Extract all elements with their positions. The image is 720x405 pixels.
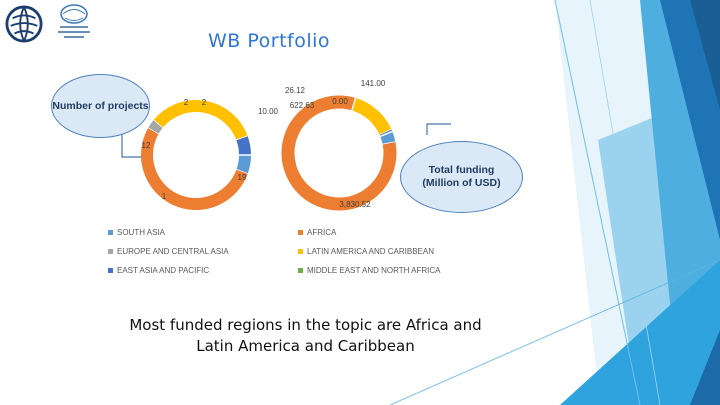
funding-slice-separator	[351, 96, 358, 112]
legend-swatch	[108, 230, 113, 235]
legend-swatch	[298, 268, 303, 273]
legend-item-middle-east-north-africa: MIDDLE EAST AND NORTH AFRICA	[298, 266, 441, 275]
world-bank-logo	[5, 5, 43, 43]
funding-data-label: 141.00	[361, 79, 386, 88]
legend-item-africa: AFRICA	[298, 228, 336, 237]
deco-navy-panel	[690, 0, 720, 110]
funding-slice-africa	[281, 95, 397, 211]
legend-item-europe-central-asia: EUROPE AND CENTRAL ASIA	[108, 247, 229, 256]
funding-callout: Total funding (Million of USD)	[400, 141, 523, 213]
caption-line-2: Latin America and Caribbean	[196, 337, 415, 355]
legend-swatch	[298, 249, 303, 254]
projects-callout-text: Number of projects	[52, 99, 149, 112]
funding-data-label: 26.12	[285, 86, 306, 95]
funding-callout-connector	[426, 123, 451, 135]
legend-label: SOUTH ASIA	[117, 228, 166, 237]
projects-data-label: 1	[162, 192, 167, 201]
legend-swatch	[108, 268, 113, 273]
projects-slice-europe-and-central-asia	[148, 119, 164, 134]
projects-slice-africa	[141, 127, 248, 210]
legend-item-latin-america-caribbean: LATIN AMERICA AND CARIBBEAN	[298, 247, 434, 256]
deco-line-3	[389, 259, 720, 405]
deco-dark-blue-panel	[660, 0, 720, 240]
funding-slice-south-asia	[380, 131, 396, 145]
legend-label: LATIN AMERICA AND CARIBBEAN	[307, 247, 434, 256]
funding-slice-separator	[379, 130, 394, 138]
partner-logo	[58, 4, 90, 38]
funding-data-label: 0.00	[332, 97, 348, 106]
deco-line-1	[554, 0, 641, 405]
projects-slice-south-asia	[236, 154, 251, 174]
projects-callout: Number of projects	[51, 74, 150, 138]
legend-label: EUROPE AND CENTRAL ASIA	[117, 247, 229, 256]
legend-swatch	[298, 230, 303, 235]
projects-slice-latin-america-and-caribbean	[153, 100, 248, 141]
funding-data-label: 10.00	[258, 107, 279, 116]
legend-swatch	[108, 249, 113, 254]
funding-slice-latin-america-and-caribbean	[352, 98, 392, 136]
projects-slice-separator	[147, 126, 161, 135]
caption-line-1: Most funded regions in the topic are Afr…	[129, 316, 482, 334]
projects-slice-east-asia-and-pacific	[236, 136, 251, 156]
legend-label: MIDDLE EAST AND NORTH AFRICA	[307, 266, 441, 275]
slide-caption: Most funded regions in the topic are Afr…	[88, 315, 523, 357]
legend-item-east-asia-pacific: EAST ASIA AND PACIFIC	[108, 266, 209, 275]
projects-data-label: 19	[238, 173, 247, 182]
funding-callout-text: Total funding (Million of USD)	[422, 164, 501, 189]
slide-title: WB Portfolio	[208, 30, 331, 52]
funding-data-label: 622.63	[290, 101, 315, 110]
legend-item-south-asia: SOUTH ASIA	[108, 228, 165, 237]
projects-data-label: 2	[202, 98, 207, 107]
deco-cyan-wedge	[560, 260, 720, 405]
deco-deep-wedge	[690, 330, 720, 405]
projects-data-label: 2	[184, 98, 189, 107]
legend-label: AFRICA	[307, 228, 337, 237]
projects-data-label: 12	[142, 141, 151, 150]
legend-label: EAST ASIA AND PACIFIC	[117, 266, 210, 275]
funding-data-label: 3,830.52	[339, 200, 371, 209]
deco-line-2	[589, 0, 661, 405]
